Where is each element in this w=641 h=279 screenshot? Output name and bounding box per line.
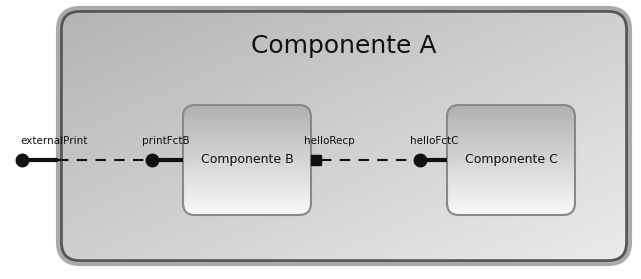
Text: printFctB: printFctB <box>142 136 190 146</box>
Text: helloFctC: helloFctC <box>410 136 458 146</box>
Text: Componente B: Componente B <box>201 153 294 167</box>
Text: externalPrint: externalPrint <box>20 136 87 146</box>
Bar <box>311 155 321 165</box>
Text: Componente C: Componente C <box>465 153 558 167</box>
Text: Componente A: Componente A <box>251 34 437 58</box>
Text: helloRecp: helloRecp <box>304 136 354 146</box>
